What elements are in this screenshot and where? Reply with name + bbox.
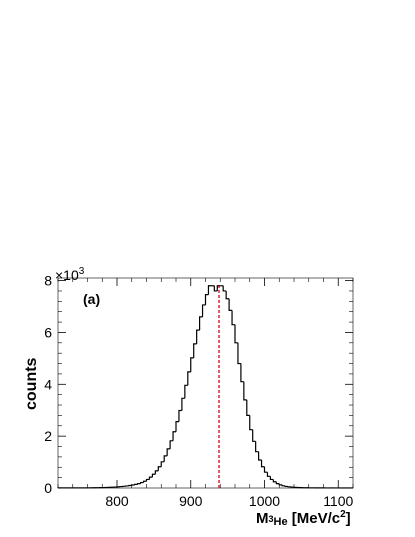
histogram-bin bbox=[249, 415, 253, 431]
ticks-layer: 800 900 1000 1100 0 2 4 6 8 bbox=[44, 273, 353, 509]
x-axis-title: M3He [MeV/c2] bbox=[256, 509, 351, 528]
histogram-bin bbox=[269, 476, 274, 481]
histogram-bin bbox=[196, 329, 200, 344]
histogram-bin bbox=[260, 460, 265, 468]
x-axis-title-main: M bbox=[256, 510, 269, 527]
histogram-bin bbox=[199, 316, 203, 331]
y-multiplier-exponent: 3 bbox=[79, 266, 85, 277]
histogram-bin bbox=[231, 310, 235, 326]
histogram-bin bbox=[222, 285, 227, 292]
histogram-bin bbox=[240, 363, 244, 383]
histogram-bin bbox=[145, 478, 150, 482]
histogram-bin bbox=[166, 448, 171, 456]
y-tick-label: 8 bbox=[44, 273, 52, 289]
y-multiplier-base: ×10 bbox=[55, 267, 79, 283]
histogram-bin bbox=[263, 466, 268, 473]
histogram-bin bbox=[140, 481, 144, 484]
plot-frame bbox=[57, 277, 354, 489]
y-tick-label: 4 bbox=[44, 376, 52, 392]
y-axis-title: counts bbox=[23, 357, 40, 410]
histogram-bin bbox=[225, 290, 230, 300]
histogram-bin bbox=[278, 483, 283, 486]
x-axis-title-unit-super: 2 bbox=[340, 509, 346, 520]
histogram-bin bbox=[172, 431, 176, 441]
histogram-bin bbox=[160, 461, 165, 467]
histogram-bin bbox=[252, 429, 256, 442]
histogram-bin bbox=[237, 342, 241, 365]
histogram-bin bbox=[243, 381, 247, 401]
x-tick-label: 1000 bbox=[249, 493, 280, 509]
histogram-bin bbox=[187, 371, 191, 386]
histogram-bin bbox=[154, 470, 159, 475]
y-multiplier: ×103 bbox=[55, 266, 85, 283]
histogram-bin bbox=[255, 441, 259, 453]
histogram-bin bbox=[284, 485, 289, 488]
histogram-bin bbox=[134, 483, 138, 486]
histogram-bin bbox=[184, 384, 188, 399]
histogram-layer bbox=[57, 285, 353, 489]
histogram-bin bbox=[181, 397, 185, 411]
y-tick-label: 0 bbox=[44, 480, 52, 496]
histogram-bin bbox=[169, 440, 174, 449]
histogram-bin bbox=[157, 466, 162, 471]
histogram-bin bbox=[207, 285, 212, 295]
histogram-bin bbox=[175, 421, 179, 432]
histogram-bin bbox=[272, 479, 277, 483]
histogram-bin bbox=[266, 472, 271, 477]
histogram-bin bbox=[281, 484, 286, 487]
histogram-bin bbox=[213, 285, 218, 292]
histogram-bin bbox=[151, 473, 156, 478]
x-tick-label: 1100 bbox=[323, 493, 353, 509]
histogram-bin bbox=[201, 304, 206, 317]
histogram-bin bbox=[193, 343, 197, 358]
histogram-bin bbox=[163, 455, 168, 462]
x-axis-title-unit-close: ] bbox=[346, 510, 351, 527]
histogram-bin bbox=[137, 482, 141, 485]
panel-label: (a) bbox=[83, 291, 100, 307]
histogram-bin bbox=[234, 324, 238, 344]
histogram-bin bbox=[148, 476, 153, 480]
histogram-bin bbox=[228, 298, 233, 312]
y-tick-label: 2 bbox=[44, 428, 52, 444]
histogram-bin bbox=[142, 480, 147, 483]
x-axis-title-unit-open: [MeV/c bbox=[288, 510, 341, 527]
histogram-bin bbox=[178, 409, 182, 422]
y-tick-label: 6 bbox=[44, 324, 52, 340]
x-axis-title-isotope: 3 bbox=[269, 514, 274, 524]
histogram-bin bbox=[246, 399, 250, 417]
histogram-bin bbox=[275, 481, 280, 485]
histogram-bin bbox=[204, 293, 209, 305]
x-tick-label: 800 bbox=[105, 493, 129, 509]
x-axis-title-sub: He bbox=[274, 516, 288, 528]
histogram-bin bbox=[190, 357, 194, 372]
x-tick-label: 900 bbox=[179, 493, 203, 509]
histogram-bin bbox=[258, 451, 262, 461]
